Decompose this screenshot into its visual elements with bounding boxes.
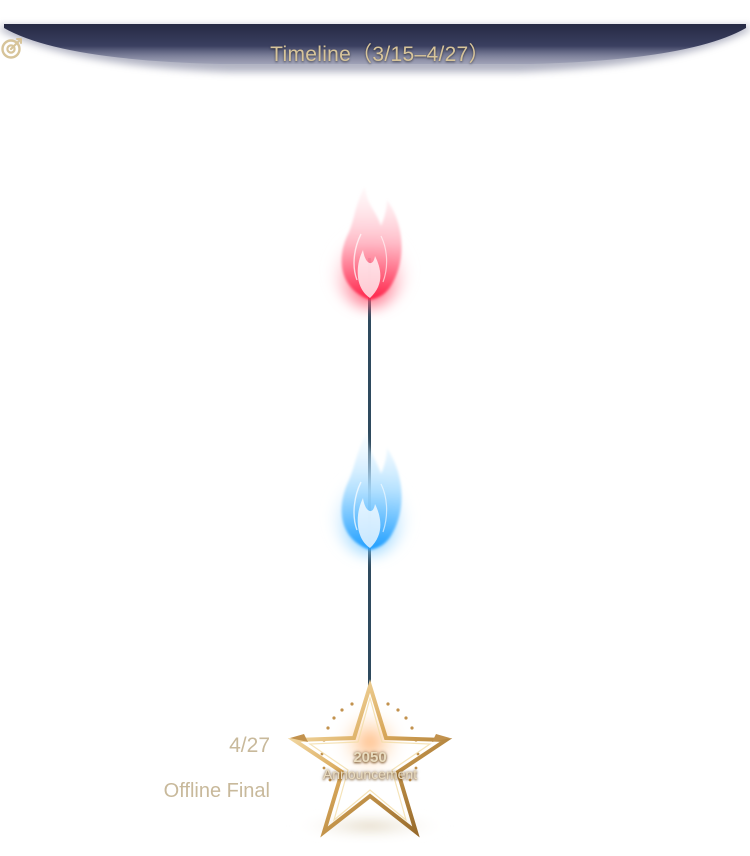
red-flame-icon: [328, 186, 412, 310]
final-event-star[interactable]: 2050 Announcement: [280, 676, 460, 846]
header-title: Timeline（3/15–4/27）: [0, 36, 750, 70]
final-event-badge-year: 2050: [353, 749, 387, 766]
final-event-badge-label: Announcement: [322, 766, 418, 782]
blue-flame-icon: [328, 432, 412, 558]
final-event-title: Offline Final: [163, 780, 270, 802]
gold-star-icon: [287, 679, 453, 840]
page-title: Timeline（3/15–4/27）: [270, 43, 490, 66]
timeline-node-blue-flame[interactable]: [315, 410, 425, 570]
timeline-node-red-flame[interactable]: [315, 160, 425, 320]
header-banner: Timeline（3/15–4/27）: [0, 0, 750, 90]
final-event-date: 4/27: [229, 734, 270, 757]
header-banner-shape: [0, 24, 750, 72]
